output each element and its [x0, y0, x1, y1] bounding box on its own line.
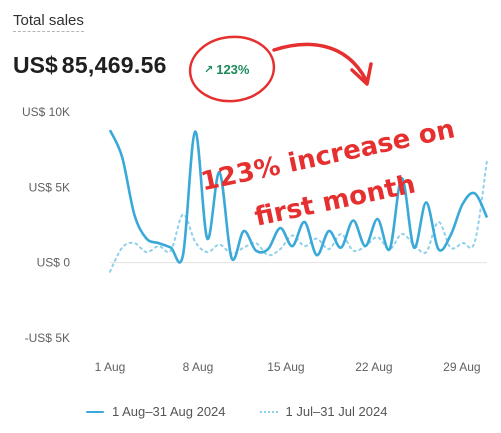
total-sales-value: US$ 85,469.56	[13, 52, 167, 79]
chart-legend: 1 Aug–31 Aug 2024 1 Jul–31 Jul 2024	[86, 404, 387, 419]
x-tick-label: 29 Aug	[443, 360, 480, 374]
y-tick-label: US$ 0	[37, 256, 71, 270]
legend-label-previous: 1 Jul–31 Jul 2024	[285, 404, 388, 419]
change-percent: 123%	[216, 62, 250, 77]
legend-swatch-current	[86, 410, 104, 413]
y-tick-label: -US$ 5K	[25, 331, 70, 345]
series-line-current	[108, 129, 489, 264]
metric-title[interactable]: Total sales	[13, 12, 84, 32]
annotation-circle	[188, 35, 276, 103]
currency-label: US$	[13, 52, 58, 78]
y-tick-label: US$ 10K	[22, 105, 70, 119]
x-tick-label: 8 Aug	[183, 360, 214, 374]
x-tick-label: 15 Aug	[267, 360, 304, 374]
y-tick-label: US$ 5K	[29, 180, 70, 194]
x-tick-label: 22 Aug	[355, 360, 392, 374]
annotation-line-1: 123% increase on	[198, 114, 457, 197]
x-tick-label: 1 Aug	[95, 360, 126, 374]
arrow-up-right-icon: ↗	[204, 64, 214, 76]
change-badge: ↗ 123%	[204, 62, 249, 77]
annotation-arrow	[272, 42, 368, 82]
legend-item-previous[interactable]: 1 Jul–31 Jul 2024	[259, 404, 388, 419]
legend-swatch-previous	[259, 410, 278, 413]
legend-item-current[interactable]: 1 Aug–31 Aug 2024	[86, 404, 226, 419]
series-line-previous	[109, 159, 488, 273]
sales-amount: 85,469.56	[61, 52, 167, 78]
legend-label-current: 1 Aug–31 Aug 2024	[112, 404, 226, 419]
annotation-arrowhead	[350, 62, 373, 86]
